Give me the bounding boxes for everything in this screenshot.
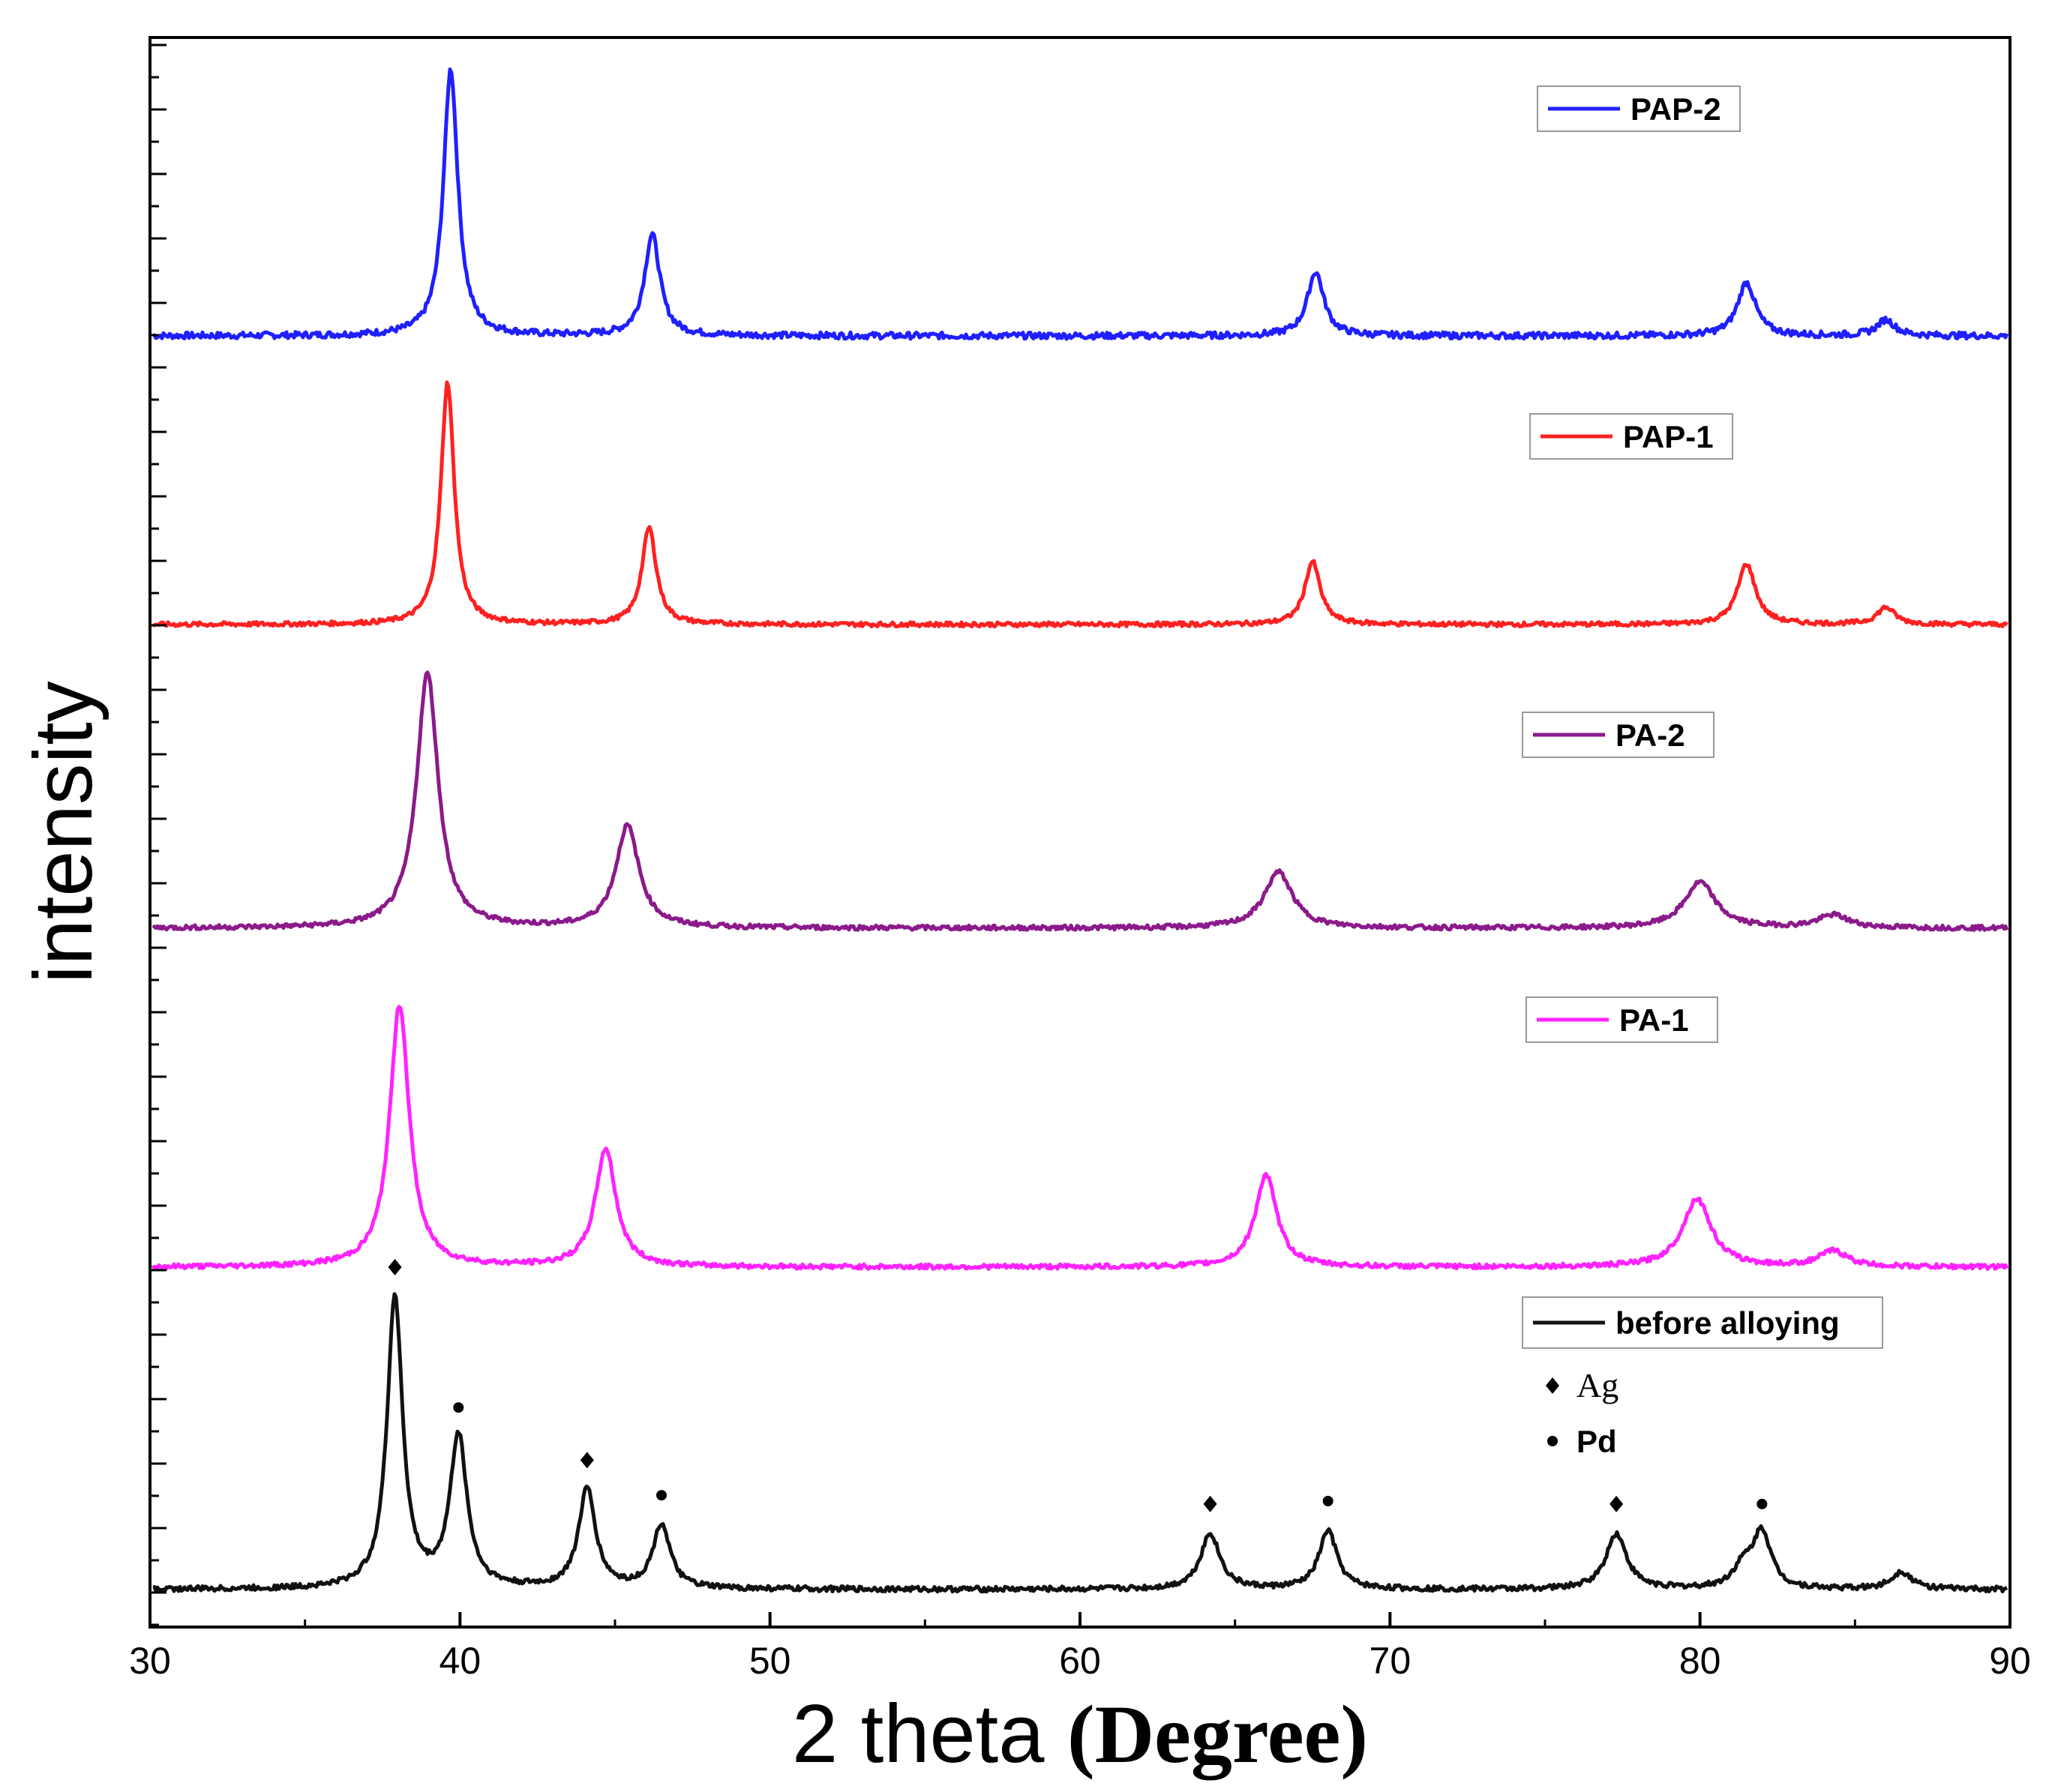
phase-legend: Ag Pd — [1546, 1366, 1618, 1459]
ag-legend-symbol — [1546, 1377, 1559, 1394]
legends: PAP-2 PAP-1 PA-2 PA-1 before alloying — [1522, 85, 1883, 1349]
legend-label: PA-2 — [1616, 718, 1685, 753]
legend-pa-2: PA-2 — [1522, 712, 1714, 758]
legend-before-alloying: before alloying — [1522, 1296, 1883, 1349]
pd-legend-symbol — [1547, 1436, 1558, 1446]
ag-marker — [388, 1259, 402, 1275]
phase-legend-label: Pd — [1576, 1424, 1617, 1459]
x-tick-label: 30 — [129, 1640, 171, 1682]
legend-label: PAP-1 — [1623, 419, 1714, 454]
x-axis-title-part2: (Degree) — [1067, 1689, 1368, 1780]
x-tick-label: 90 — [1989, 1640, 2031, 1682]
x-axis-title: 2 theta (Degree) — [792, 1688, 1368, 1780]
pd-marker — [453, 1402, 464, 1413]
x-tick-label: 70 — [1370, 1640, 1412, 1682]
phase-markers — [388, 1259, 1768, 1512]
ag-marker — [1610, 1495, 1624, 1512]
x-tick-label: 80 — [1679, 1640, 1721, 1682]
legend-pap-2: PAP-2 — [1537, 85, 1741, 132]
pd-marker — [656, 1490, 667, 1501]
series-line-pap-1 — [152, 380, 2009, 629]
ticks-layer: 30 40 50 60 70 80 90 — [129, 43, 2031, 1682]
series-line-pa-2 — [152, 670, 2009, 932]
phase-legend-label: Ag — [1576, 1366, 1618, 1404]
x-tick-label: 50 — [749, 1640, 791, 1682]
pd-marker — [1322, 1496, 1334, 1506]
legend-pa-1: PA-1 — [1526, 996, 1718, 1043]
legend-label: PAP-2 — [1630, 91, 1721, 127]
ag-marker — [580, 1452, 594, 1469]
legend-pap-1: PAP-1 — [1529, 413, 1733, 460]
legend-label: PA-1 — [1619, 1002, 1689, 1038]
x-tick-label: 60 — [1059, 1640, 1101, 1682]
x-axis-title-part1: 2 theta — [792, 1688, 1067, 1780]
ag-marker — [1203, 1495, 1217, 1512]
pd-marker — [1756, 1498, 1768, 1509]
series-line-pap-2 — [152, 67, 2009, 341]
series-line-before-alloying — [152, 1292, 2008, 1594]
x-tick-label: 40 — [440, 1640, 482, 1682]
series-line-pa-1 — [151, 1005, 2009, 1271]
y-axis-title: intensity — [17, 681, 110, 984]
legend-label: before alloying — [1616, 1305, 1840, 1341]
series-layer — [151, 67, 2009, 1594]
